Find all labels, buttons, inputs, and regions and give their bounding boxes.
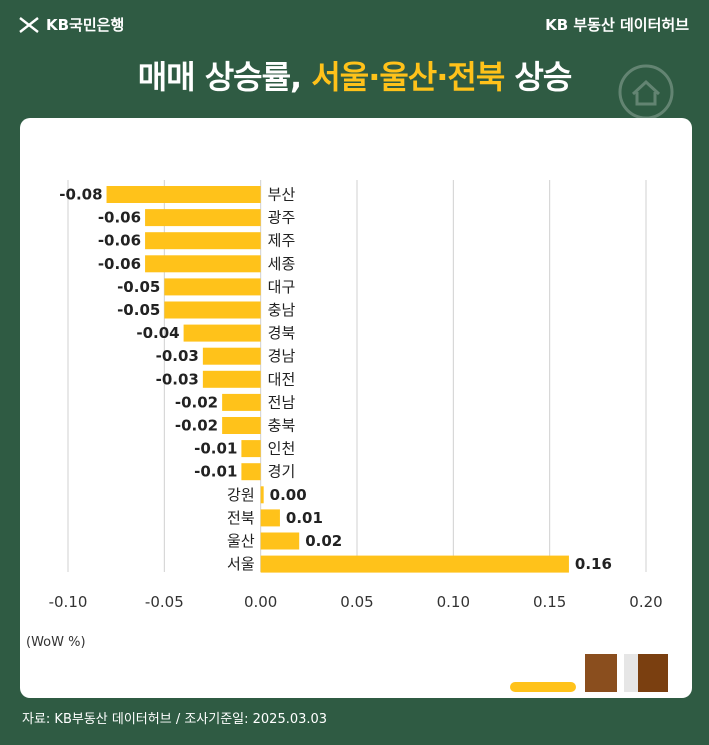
- deco-block-brown: [585, 654, 617, 692]
- value-label: -0.03: [156, 347, 199, 365]
- bar: [260, 486, 264, 504]
- value-label: 0.01: [286, 509, 323, 527]
- bar: [202, 347, 261, 365]
- value-label: -0.04: [136, 324, 179, 342]
- bar: [222, 393, 261, 411]
- x-tick-label: 0.20: [629, 593, 662, 611]
- category-label: 부산: [268, 186, 296, 204]
- x-tick-label: -0.05: [145, 593, 184, 611]
- category-label: 서울: [227, 555, 255, 573]
- bar: [145, 209, 261, 227]
- category-label: 충남: [268, 301, 296, 319]
- source-note: 자료: KB부동산 데이터허브 / 조사기준일: 2025.03.03: [22, 712, 328, 727]
- category-label: 세종: [268, 255, 296, 273]
- category-label: 강원: [227, 486, 255, 504]
- category-label: 대구: [268, 278, 296, 296]
- category-label: 경남: [268, 347, 296, 365]
- decoration-blocks: [510, 654, 668, 692]
- value-label: -0.06: [98, 232, 141, 250]
- kb-star-icon: [19, 16, 39, 33]
- brand-name: KB국민은행: [46, 16, 125, 34]
- value-label: 0.16: [575, 555, 612, 573]
- deco-block-dark: [638, 654, 668, 692]
- unit-label: (WoW %): [26, 635, 86, 650]
- category-label: 경북: [268, 324, 296, 342]
- bar: [260, 509, 280, 527]
- value-label: -0.01: [194, 440, 237, 458]
- value-label: -0.02: [175, 393, 218, 411]
- bar: [164, 278, 261, 296]
- title-tail: 상승: [514, 58, 572, 96]
- bar: [145, 232, 261, 250]
- category-label: 제주: [268, 232, 296, 250]
- bar: [183, 324, 261, 342]
- title-main: 매매 상승률,: [137, 58, 302, 96]
- category-label: 충북: [268, 417, 296, 435]
- chart-panel: [20, 118, 692, 698]
- page-title: 매매 상승률, 서울·울산·전북 상승: [0, 52, 709, 98]
- value-label: -0.03: [156, 370, 199, 388]
- bar: [241, 463, 261, 481]
- x-tick-label: 0.10: [437, 593, 470, 611]
- x-tick-label: -0.10: [49, 593, 88, 611]
- bar-group: 부산 -0.08 광주 -0.06 제주 -0.06 세종 -0.06 대구 -0.05 충남 -0.…: [59, 186, 612, 574]
- bar: [260, 532, 300, 550]
- bar: [222, 417, 261, 434]
- x-tick-label: 0.05: [340, 593, 373, 611]
- value-label: -0.05: [117, 301, 160, 319]
- category-label: 경기: [268, 463, 296, 481]
- deco-pill: [510, 682, 576, 692]
- deco-block-white: [624, 654, 638, 692]
- value-label: -0.06: [98, 255, 141, 273]
- category-label: 광주: [268, 209, 296, 227]
- category-label: 전북: [227, 509, 255, 527]
- bar: [260, 555, 569, 573]
- x-axis: -0.10 -0.05 0.00 0.05 0.10 0.15 0.20: [49, 593, 663, 611]
- bar: [145, 255, 261, 273]
- value-label: 0.02: [305, 532, 342, 550]
- bar: [106, 186, 261, 203]
- value-label: -0.06: [98, 209, 141, 227]
- value-label: -0.08: [59, 186, 102, 204]
- x-tick-label: 0.00: [244, 593, 277, 611]
- value-label: 0.00: [270, 486, 307, 504]
- value-label: -0.01: [194, 463, 237, 481]
- value-label: -0.05: [117, 278, 160, 296]
- bar: [202, 370, 261, 388]
- value-label: -0.02: [175, 417, 218, 435]
- category-label: 대전: [268, 370, 296, 388]
- title-highlight: 서울·울산·전북: [311, 58, 505, 96]
- brand-logo: KB국민은행: [18, 14, 124, 35]
- bar: [164, 301, 261, 319]
- category-label: 전남: [268, 393, 296, 411]
- bar: [241, 440, 261, 458]
- category-label: 인천: [268, 440, 296, 458]
- x-tick-label: 0.15: [533, 593, 566, 611]
- category-label: 울산: [227, 532, 255, 550]
- hub-label: KB 부동산 데이터허브: [545, 16, 689, 34]
